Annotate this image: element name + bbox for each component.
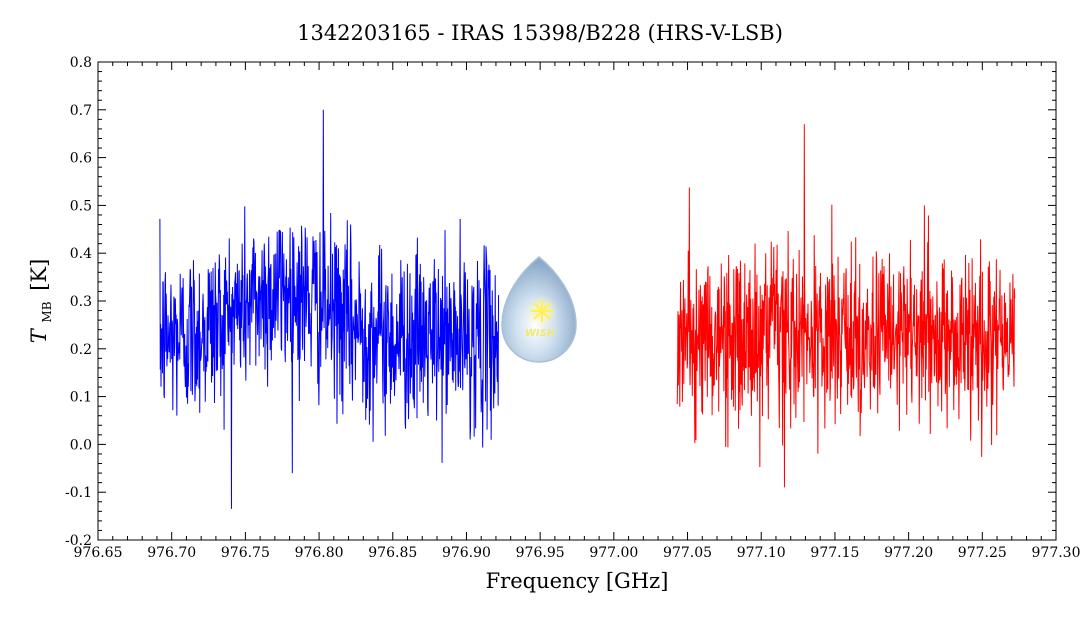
y-axis-label: T MB [K] [27,259,56,344]
y-tick-label: 0.6 [70,151,92,167]
x-tick-label: 977.00 [589,545,638,561]
x-tick-label: 976.70 [147,545,196,561]
x-axis-label: Frequency [GHz] [486,569,669,593]
x-axis: 976.65 976.70 976.75 976.80 976.85 976.90 976.… [74,62,1080,561]
star-icon [531,300,553,322]
x-tick-label: 977.10 [737,545,786,561]
chart-title: 1342203165 - IRAS 15398/B228 (HRS-V-LSB) [297,21,783,45]
x-tick-label: 976.95 [516,545,565,561]
y-tick-label: 0.5 [70,198,92,214]
y-tick-label: 0.7 [70,103,92,119]
series-layer [159,109,1016,509]
x-tick-label: 977.25 [958,545,1007,561]
logo-text: WISH [525,328,556,339]
x-tick-label: 977.05 [663,545,712,561]
y-axis-label-main: T [27,327,51,343]
y-tick-label: -0.2 [65,533,92,549]
x-tick-label: 977.15 [810,545,859,561]
y-axis-label-subscript: MB [40,301,54,322]
y-axis-label-unit: [K] [27,259,51,291]
y-axis: -0.2 -0.1 0.0 0.1 0.2 0.3 0.4 0.5 0.6 0.7 0.8 [65,55,1056,549]
y-tick-label: 0.0 [70,437,92,453]
x-tick-label: 976.65 [74,545,123,561]
y-tick-label: 0.2 [70,342,92,358]
spectrum-series-red [676,124,1016,488]
y-tick-label: -0.1 [65,485,92,501]
y-tick-label: 0.3 [70,294,92,310]
y-tick-label: 0.1 [70,390,92,406]
x-tick-label: 976.85 [368,545,417,561]
x-tick-label: 977.20 [884,545,933,561]
wish-logo: WISH [501,256,577,363]
x-tick-label: 976.90 [442,545,491,561]
x-tick-label: 976.75 [221,545,270,561]
y-tick-label: 0.8 [70,55,92,71]
x-tick-label: 976.80 [295,545,344,561]
spectrum-series-blue [159,109,500,509]
y-tick-label: 0.4 [70,246,92,262]
x-tick-label: 977.30 [1032,545,1080,561]
svg-text:T MB [K]: T MB [K] [27,259,56,344]
